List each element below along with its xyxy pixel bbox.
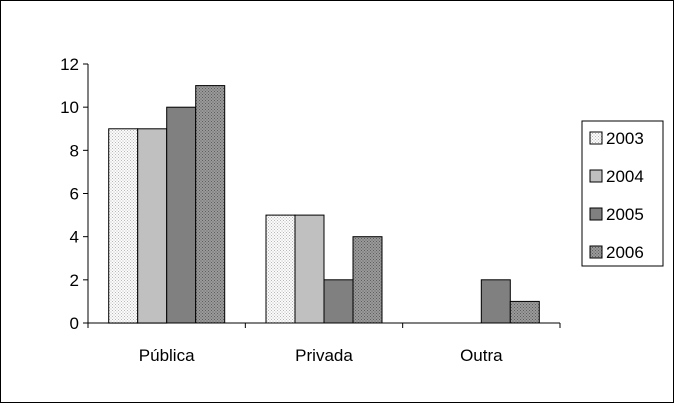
legend-label: 2005 [606,205,644,224]
legend-swatch-2003 [589,131,603,145]
y-tick-label: 2 [70,271,79,290]
bar-2006-3 [509,300,540,324]
plot-area: 0 2 4 6 8 10 12 Pública Privada Outra [60,55,561,365]
legend-label: 2004 [606,167,644,186]
legend-swatch-2005 [589,207,603,221]
bar-2003-1 [108,128,139,324]
bar-2004-1 [137,128,168,324]
legend-label: 2006 [606,243,644,262]
bar-2006-2 [352,236,383,324]
y-tick-label: 0 [70,314,79,333]
bar-2004-2 [294,214,325,324]
legend-label: 2003 [606,129,644,148]
bar-2005-2 [323,279,354,324]
bar-2006-1 [195,85,226,324]
x-category-label: Outra [460,346,503,365]
legend-box [581,120,664,267]
legend-swatch-2004 [589,169,603,183]
bar-2003-2 [265,214,296,324]
y-tick-label: 10 [60,98,79,117]
y-tick-label: 6 [70,185,79,204]
bar-2005-3 [480,279,511,324]
x-category-label: Privada [295,346,353,365]
y-tick-label: 12 [60,55,79,74]
x-category-label: Pública [139,346,195,365]
legend-swatch-2006 [589,245,603,259]
bar-2005-1 [166,106,197,324]
y-tick-label: 4 [70,228,79,247]
legend: 2003 2004 2005 2006 [581,120,664,267]
y-tick-label: 8 [70,141,79,160]
